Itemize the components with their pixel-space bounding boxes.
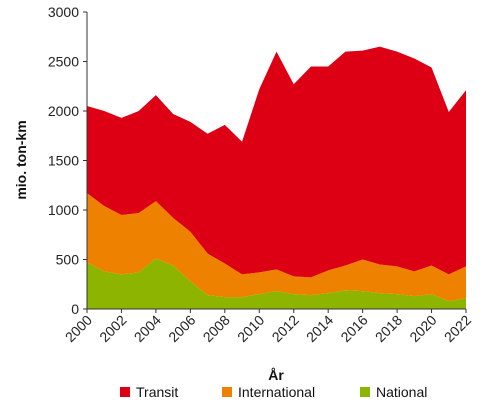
x-tick-label: 2016 — [337, 312, 370, 345]
legend-label-transit: Transit — [136, 384, 178, 400]
x-tick-labels: 2000 2002 2004 2006 2008 2010 2012 2014 2016 2018… — [62, 309, 474, 345]
legend-label-international: International — [238, 384, 315, 400]
legend: Transit International National — [120, 384, 427, 400]
area-transit — [87, 46, 466, 278]
y-tick-label: 0 — [71, 301, 79, 317]
x-tick-label: 2014 — [303, 312, 336, 345]
y-tick-label: 1500 — [48, 153, 79, 169]
area-international — [87, 193, 466, 302]
area-series-group — [87, 46, 466, 309]
x-tick-label: 2000 — [62, 312, 95, 345]
x-tick-label: 2018 — [372, 312, 405, 345]
x-tick-label: 2008 — [200, 312, 233, 345]
y-tick-labels: 0 500 1000 1500 2000 2500 3000 — [48, 4, 87, 317]
legend-swatch-transit — [120, 387, 130, 397]
y-tick-label: 2000 — [48, 103, 79, 119]
y-axis-title: mio. ton-km — [13, 120, 29, 199]
x-tick-label: 2022 — [441, 312, 474, 345]
legend-swatch-international — [222, 387, 232, 397]
legend-swatch-national — [360, 387, 370, 397]
x-tick-label: 2010 — [234, 312, 267, 345]
x-tick-label: 2006 — [165, 312, 198, 345]
x-tick-label: 2020 — [406, 312, 439, 345]
y-tick-label: 500 — [56, 252, 80, 268]
y-tick-label: 3000 — [48, 4, 79, 20]
legend-label-national: National — [376, 384, 427, 400]
x-tick-label: 2012 — [269, 312, 302, 345]
x-tick-label: 2002 — [96, 312, 129, 345]
area-national — [87, 258, 466, 309]
x-tick-label: 2004 — [131, 312, 164, 345]
y-tick-label: 2500 — [48, 54, 79, 70]
x-axis-title: År — [268, 367, 284, 383]
y-tick-label: 1000 — [48, 202, 79, 218]
